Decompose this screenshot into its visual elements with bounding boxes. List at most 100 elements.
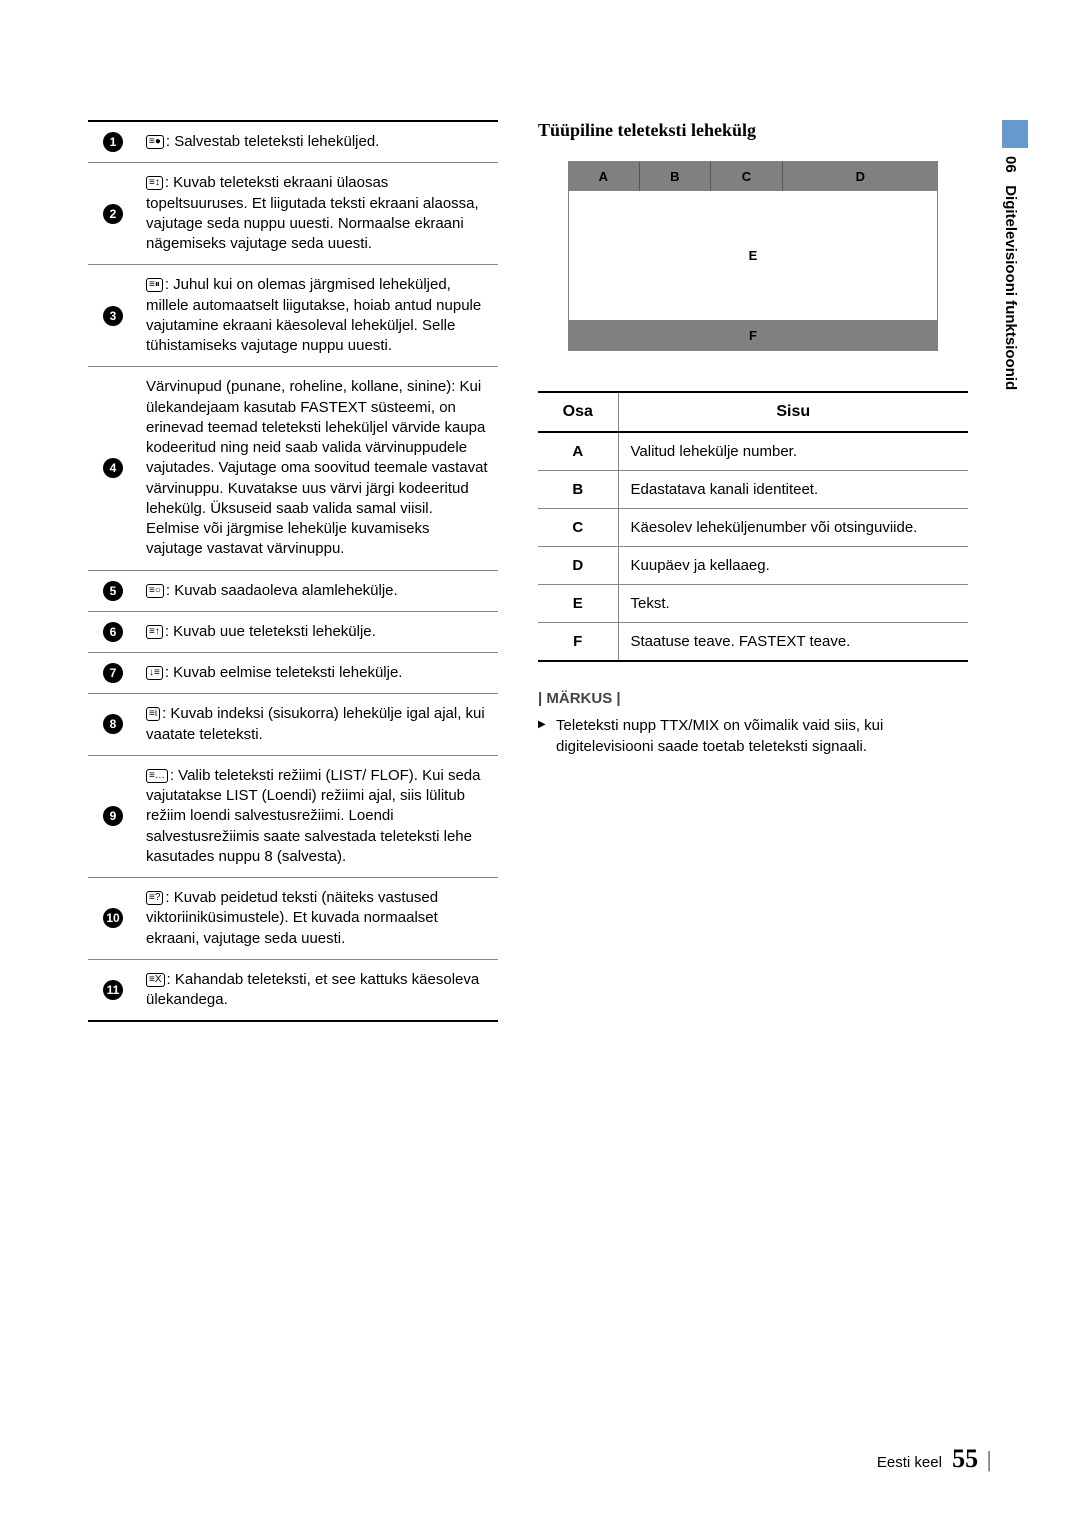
remote-button-icon: ≡X bbox=[146, 973, 165, 987]
part-value-cell: Tekst. bbox=[618, 585, 968, 623]
table-row: CKäesolev leheküljenumber või otsinguvii… bbox=[538, 509, 968, 547]
row-number-badge: 2 bbox=[103, 204, 123, 224]
remote-button-icon: ≡○ bbox=[146, 584, 164, 598]
row-number-badge: 8 bbox=[103, 714, 123, 734]
table-row: 10 ≡?: Kuvab peidetud teksti (näiteks vas… bbox=[88, 878, 498, 960]
note-body: Teleteksti nupp TTX/MIX on võimalik vaid… bbox=[538, 715, 968, 757]
table-row: 6 ≡↑: Kuvab uue teleteksti lehekülje. bbox=[88, 611, 498, 652]
row-number-cell: 2 bbox=[88, 163, 138, 265]
row-description-text: : Kuvab teleteksti ekraani ülaosas topel… bbox=[146, 174, 479, 252]
table-row: 3 ≡⏸: Juhul kui on olemas järgmised lehek… bbox=[88, 265, 498, 367]
row-number-badge: 4 bbox=[103, 458, 123, 478]
row-number-cell: 9 bbox=[88, 755, 138, 877]
table-row: 11 ≡X: Kahandab teleteksti, et see kattuk… bbox=[88, 959, 498, 1021]
table-row: 7 ↓≡: Kuvab eelmise teleteksti lehekülje. bbox=[88, 653, 498, 694]
parts-header-sisu: Sisu bbox=[618, 392, 968, 432]
diagram-header-row: A B C D bbox=[568, 161, 938, 191]
part-value-cell: Valitud lehekülje number. bbox=[618, 432, 968, 471]
remote-button-icon: ≡i bbox=[146, 707, 160, 721]
row-number-cell: 10 bbox=[88, 878, 138, 960]
part-value-cell: Käesolev leheküljenumber või otsinguviid… bbox=[618, 509, 968, 547]
note-heading: | MÄRKUS | bbox=[538, 690, 968, 707]
remote-button-icon: ≡? bbox=[146, 891, 163, 905]
row-description-cell: ≡⏸: Juhul kui on olemas järgmised lehekü… bbox=[138, 265, 498, 367]
table-row: 1 ≡●: Salvestab teleteksti leheküljed. bbox=[88, 121, 498, 163]
row-number-badge: 1 bbox=[103, 132, 123, 152]
footer-language: Eesti keel bbox=[877, 1454, 942, 1471]
row-description-text: : Kuvab indeksi (sisukorra) lehekülje ig… bbox=[146, 705, 485, 742]
row-number-badge: 3 bbox=[103, 306, 123, 326]
row-description-cell: ≡…: Valib teleteksti režiimi (LIST/ FLOF… bbox=[138, 755, 498, 877]
row-description-text: : Kuvab peidetud teksti (näiteks vastuse… bbox=[146, 889, 438, 947]
row-description-cell: ≡↑: Kuvab uue teleteksti lehekülje. bbox=[138, 611, 498, 652]
part-value-cell: Staatuse teave. FASTEXT teave. bbox=[618, 623, 968, 662]
row-number-badge: 11 bbox=[103, 980, 123, 1000]
row-number-cell: 7 bbox=[88, 653, 138, 694]
part-key-cell: F bbox=[538, 623, 618, 662]
row-description-cell: ≡●: Salvestab teleteksti leheküljed. bbox=[138, 121, 498, 163]
table-row: ETekst. bbox=[538, 585, 968, 623]
row-description-text: : Kuvab saadaoleva alamlehekülje. bbox=[166, 582, 398, 599]
row-number-badge: 5 bbox=[103, 581, 123, 601]
remote-button-icon: ≡↕ bbox=[146, 176, 163, 190]
teletext-function-table: 1 ≡●: Salvestab teleteksti leheküljed. 2 ≡↕… bbox=[88, 120, 498, 1022]
diagram-cell-a: A bbox=[568, 162, 639, 191]
part-value-cell: Kuupäev ja kellaaeg. bbox=[618, 547, 968, 585]
row-number-cell: 8 bbox=[88, 694, 138, 756]
function-table-column: 1 ≡●: Salvestab teleteksti leheküljed. 2 ≡↕… bbox=[88, 120, 498, 1022]
row-description-cell: ≡?: Kuvab peidetud teksti (näiteks vastu… bbox=[138, 878, 498, 960]
diagram-cell-e: E bbox=[568, 191, 938, 321]
part-key-cell: C bbox=[538, 509, 618, 547]
row-description-cell: ≡i: Kuvab indeksi (sisukorra) lehekülje … bbox=[138, 694, 498, 756]
table-row: 4 Värvinupud (punane, roheline, kollane, … bbox=[88, 367, 498, 570]
row-description-cell: ≡○: Kuvab saadaoleva alamlehekülje. bbox=[138, 570, 498, 611]
table-row: DKuupäev ja kellaaeg. bbox=[538, 547, 968, 585]
remote-button-icon: ≡↑ bbox=[146, 625, 163, 639]
row-number-badge: 7 bbox=[103, 663, 123, 683]
remote-button-icon: ≡● bbox=[146, 135, 164, 149]
diagram-cell-d: D bbox=[782, 162, 938, 191]
row-description-cell: ≡X: Kahandab teleteksti, et see kattuks … bbox=[138, 959, 498, 1021]
page-footer: Eesti keel 55 | bbox=[877, 1444, 992, 1474]
footer-page-number: 55 bbox=[952, 1444, 978, 1473]
row-description-cell: ≡↕: Kuvab teleteksti ekraani ülaosas top… bbox=[138, 163, 498, 265]
row-description-text: : Kahandab teleteksti, et see kattuks kä… bbox=[146, 971, 479, 1008]
table-row: 2 ≡↕: Kuvab teleteksti ekraani ülaosas to… bbox=[88, 163, 498, 265]
table-row: 8 ≡i: Kuvab indeksi (sisukorra) lehekülje… bbox=[88, 694, 498, 756]
row-number-badge: 6 bbox=[103, 622, 123, 642]
row-number-cell: 1 bbox=[88, 121, 138, 163]
row-description-cell: Värvinupud (punane, roheline, kollane, s… bbox=[138, 367, 498, 570]
right-column: Tüüpiline teleteksti lehekülg A B C D E … bbox=[538, 120, 968, 1022]
part-key-cell: A bbox=[538, 432, 618, 471]
diagram-cell-b: B bbox=[639, 162, 711, 191]
teletext-layout-diagram: A B C D E F bbox=[568, 161, 938, 351]
table-row: AValitud lehekülje number. bbox=[538, 432, 968, 471]
row-number-cell: 3 bbox=[88, 265, 138, 367]
remote-button-icon: ≡… bbox=[146, 769, 168, 783]
row-description-text: : Salvestab teleteksti leheküljed. bbox=[166, 133, 379, 150]
diagram-cell-c: C bbox=[710, 162, 782, 191]
row-number-cell: 5 bbox=[88, 570, 138, 611]
remote-button-icon: ↓≡ bbox=[146, 666, 163, 680]
remote-button-icon: ≡⏸ bbox=[146, 278, 163, 292]
table-row: BEdastatava kanali identiteet. bbox=[538, 471, 968, 509]
table-row: 5 ≡○: Kuvab saadaoleva alamlehekülje. bbox=[88, 570, 498, 611]
row-number-cell: 4 bbox=[88, 367, 138, 570]
row-number-cell: 6 bbox=[88, 611, 138, 652]
footer-bar: | bbox=[986, 1447, 992, 1472]
table-row: FStaatuse teave. FASTEXT teave. bbox=[538, 623, 968, 662]
row-number-cell: 11 bbox=[88, 959, 138, 1021]
row-number-badge: 9 bbox=[103, 806, 123, 826]
diagram-cell-f: F bbox=[568, 321, 938, 351]
row-number-badge: 10 bbox=[103, 908, 123, 928]
row-description-cell: ↓≡: Kuvab eelmise teleteksti lehekülje. bbox=[138, 653, 498, 694]
row-description-text: : Valib teleteksti režiimi (LIST/ FLOF).… bbox=[146, 767, 481, 865]
part-key-cell: D bbox=[538, 547, 618, 585]
part-key-cell: B bbox=[538, 471, 618, 509]
row-description-text: : Juhul kui on olemas järgmised lehekülj… bbox=[146, 276, 481, 354]
parts-description-table: Osa Sisu AValitud lehekülje number.BEdas… bbox=[538, 391, 968, 662]
row-description-text: : Kuvab eelmise teleteksti lehekülje. bbox=[165, 664, 403, 681]
row-description-text: : Kuvab uue teleteksti lehekülje. bbox=[165, 623, 376, 640]
part-value-cell: Edastatava kanali identiteet. bbox=[618, 471, 968, 509]
part-key-cell: E bbox=[538, 585, 618, 623]
